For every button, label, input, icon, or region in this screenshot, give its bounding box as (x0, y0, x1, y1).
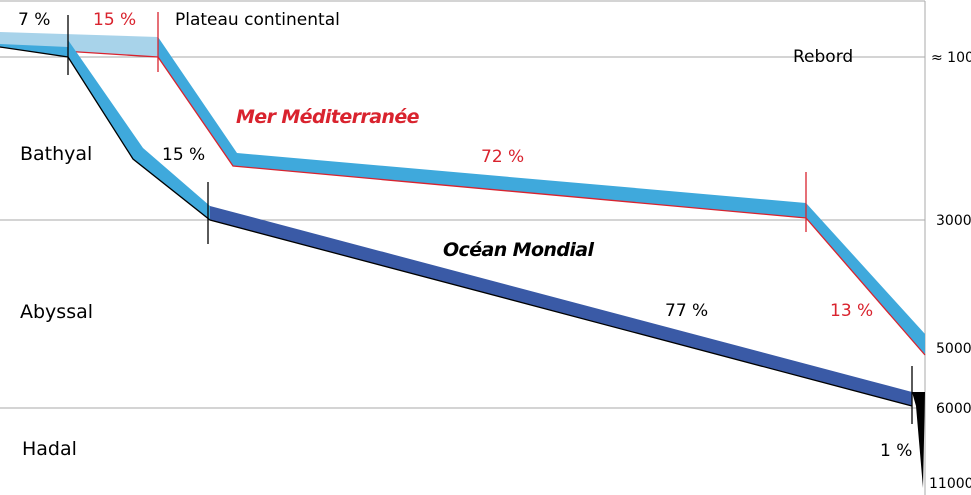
zone-label-hadal: Hadal (22, 438, 77, 460)
mediterranean-label: Mer Méditerranée (236, 106, 420, 128)
pct-med-abyssal: 13 % (830, 301, 873, 321)
depth-label-100: ≈ 100 (931, 50, 971, 66)
pct-ocean-shelf: 7 % (18, 10, 50, 30)
ocean-abyssal-band (210, 206, 912, 406)
ocean-bathyal-band (68, 40, 210, 220)
ocean-profile-line (0, 46, 913, 407)
zone-label-bathyal: Bathyal (20, 143, 92, 165)
ocean-shelf-band (0, 44, 68, 57)
ocean-label: Océan Mondial (443, 239, 594, 261)
rebord-label: Rebord (793, 47, 853, 67)
shelf-band (0, 32, 158, 57)
mediterranean-profile-line (0, 46, 926, 356)
depth-label-3000: 3000 (936, 213, 971, 229)
depth-label-5000: 5000 (936, 341, 971, 357)
zone-label-abyssal: Abyssal (20, 301, 93, 323)
depth-label-6000: 6000 (936, 401, 971, 417)
pct-ocean-abyssal: 77 % (665, 301, 708, 321)
pct-ocean-bathyal: 15 % (162, 145, 205, 165)
plateau-continental-label: Plateau continental (175, 10, 340, 30)
pct-med-shelf: 15 % (93, 10, 136, 30)
depth-label-11000: 11000 (929, 476, 971, 492)
pct-ocean-hadal: 1 % (880, 441, 912, 461)
pct-med-bathyal: 72 % (481, 147, 524, 167)
hadal-trench (912, 392, 925, 488)
